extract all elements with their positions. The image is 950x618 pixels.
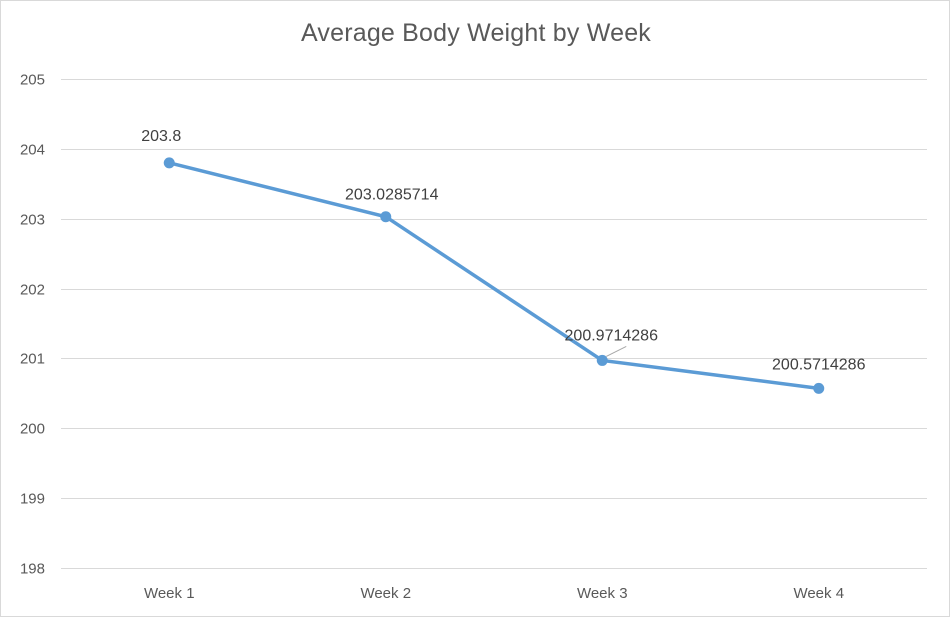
x-tick-label: Week 2 — [360, 585, 411, 602]
y-tick-label: 204 — [20, 142, 45, 159]
data-label: 200.5714286 — [772, 356, 866, 373]
chart-title: Average Body Weight by Week — [300, 19, 652, 47]
data-point — [380, 211, 392, 223]
x-tick-label: Week 3 — [577, 585, 628, 602]
data-point — [813, 382, 825, 394]
y-tick-label: 202 — [20, 282, 45, 299]
data-label-leader-line — [606, 345, 627, 357]
data-label: 203.8 — [141, 128, 181, 145]
data-point — [163, 157, 175, 169]
y-tick-label: 201 — [20, 351, 45, 368]
x-axis-ticks: Week 1 Week 2 Week 3 Week 4 — [144, 585, 844, 602]
y-axis-ticks: 198 199 200 201 202 203 204 205 — [20, 72, 45, 578]
y-tick-label: 203 — [20, 212, 45, 229]
y-tick-label: 205 — [20, 72, 45, 89]
series-line — [167, 161, 821, 391]
x-tick-label: Week 4 — [793, 585, 844, 602]
y-tick-label: 198 — [20, 561, 45, 578]
y-tick-label: 200 — [20, 421, 45, 438]
data-label: 203.0285714 — [345, 187, 439, 204]
series — [163, 157, 825, 394]
data-point — [596, 354, 608, 366]
data-labels: 203.8 203.0285714 200.9714286 200.5714286 — [141, 128, 865, 374]
x-tick-label: Week 1 — [144, 585, 195, 602]
gridlines — [61, 79, 927, 569]
y-tick-label: 199 — [20, 491, 45, 508]
data-label: 200.9714286 — [565, 327, 659, 344]
